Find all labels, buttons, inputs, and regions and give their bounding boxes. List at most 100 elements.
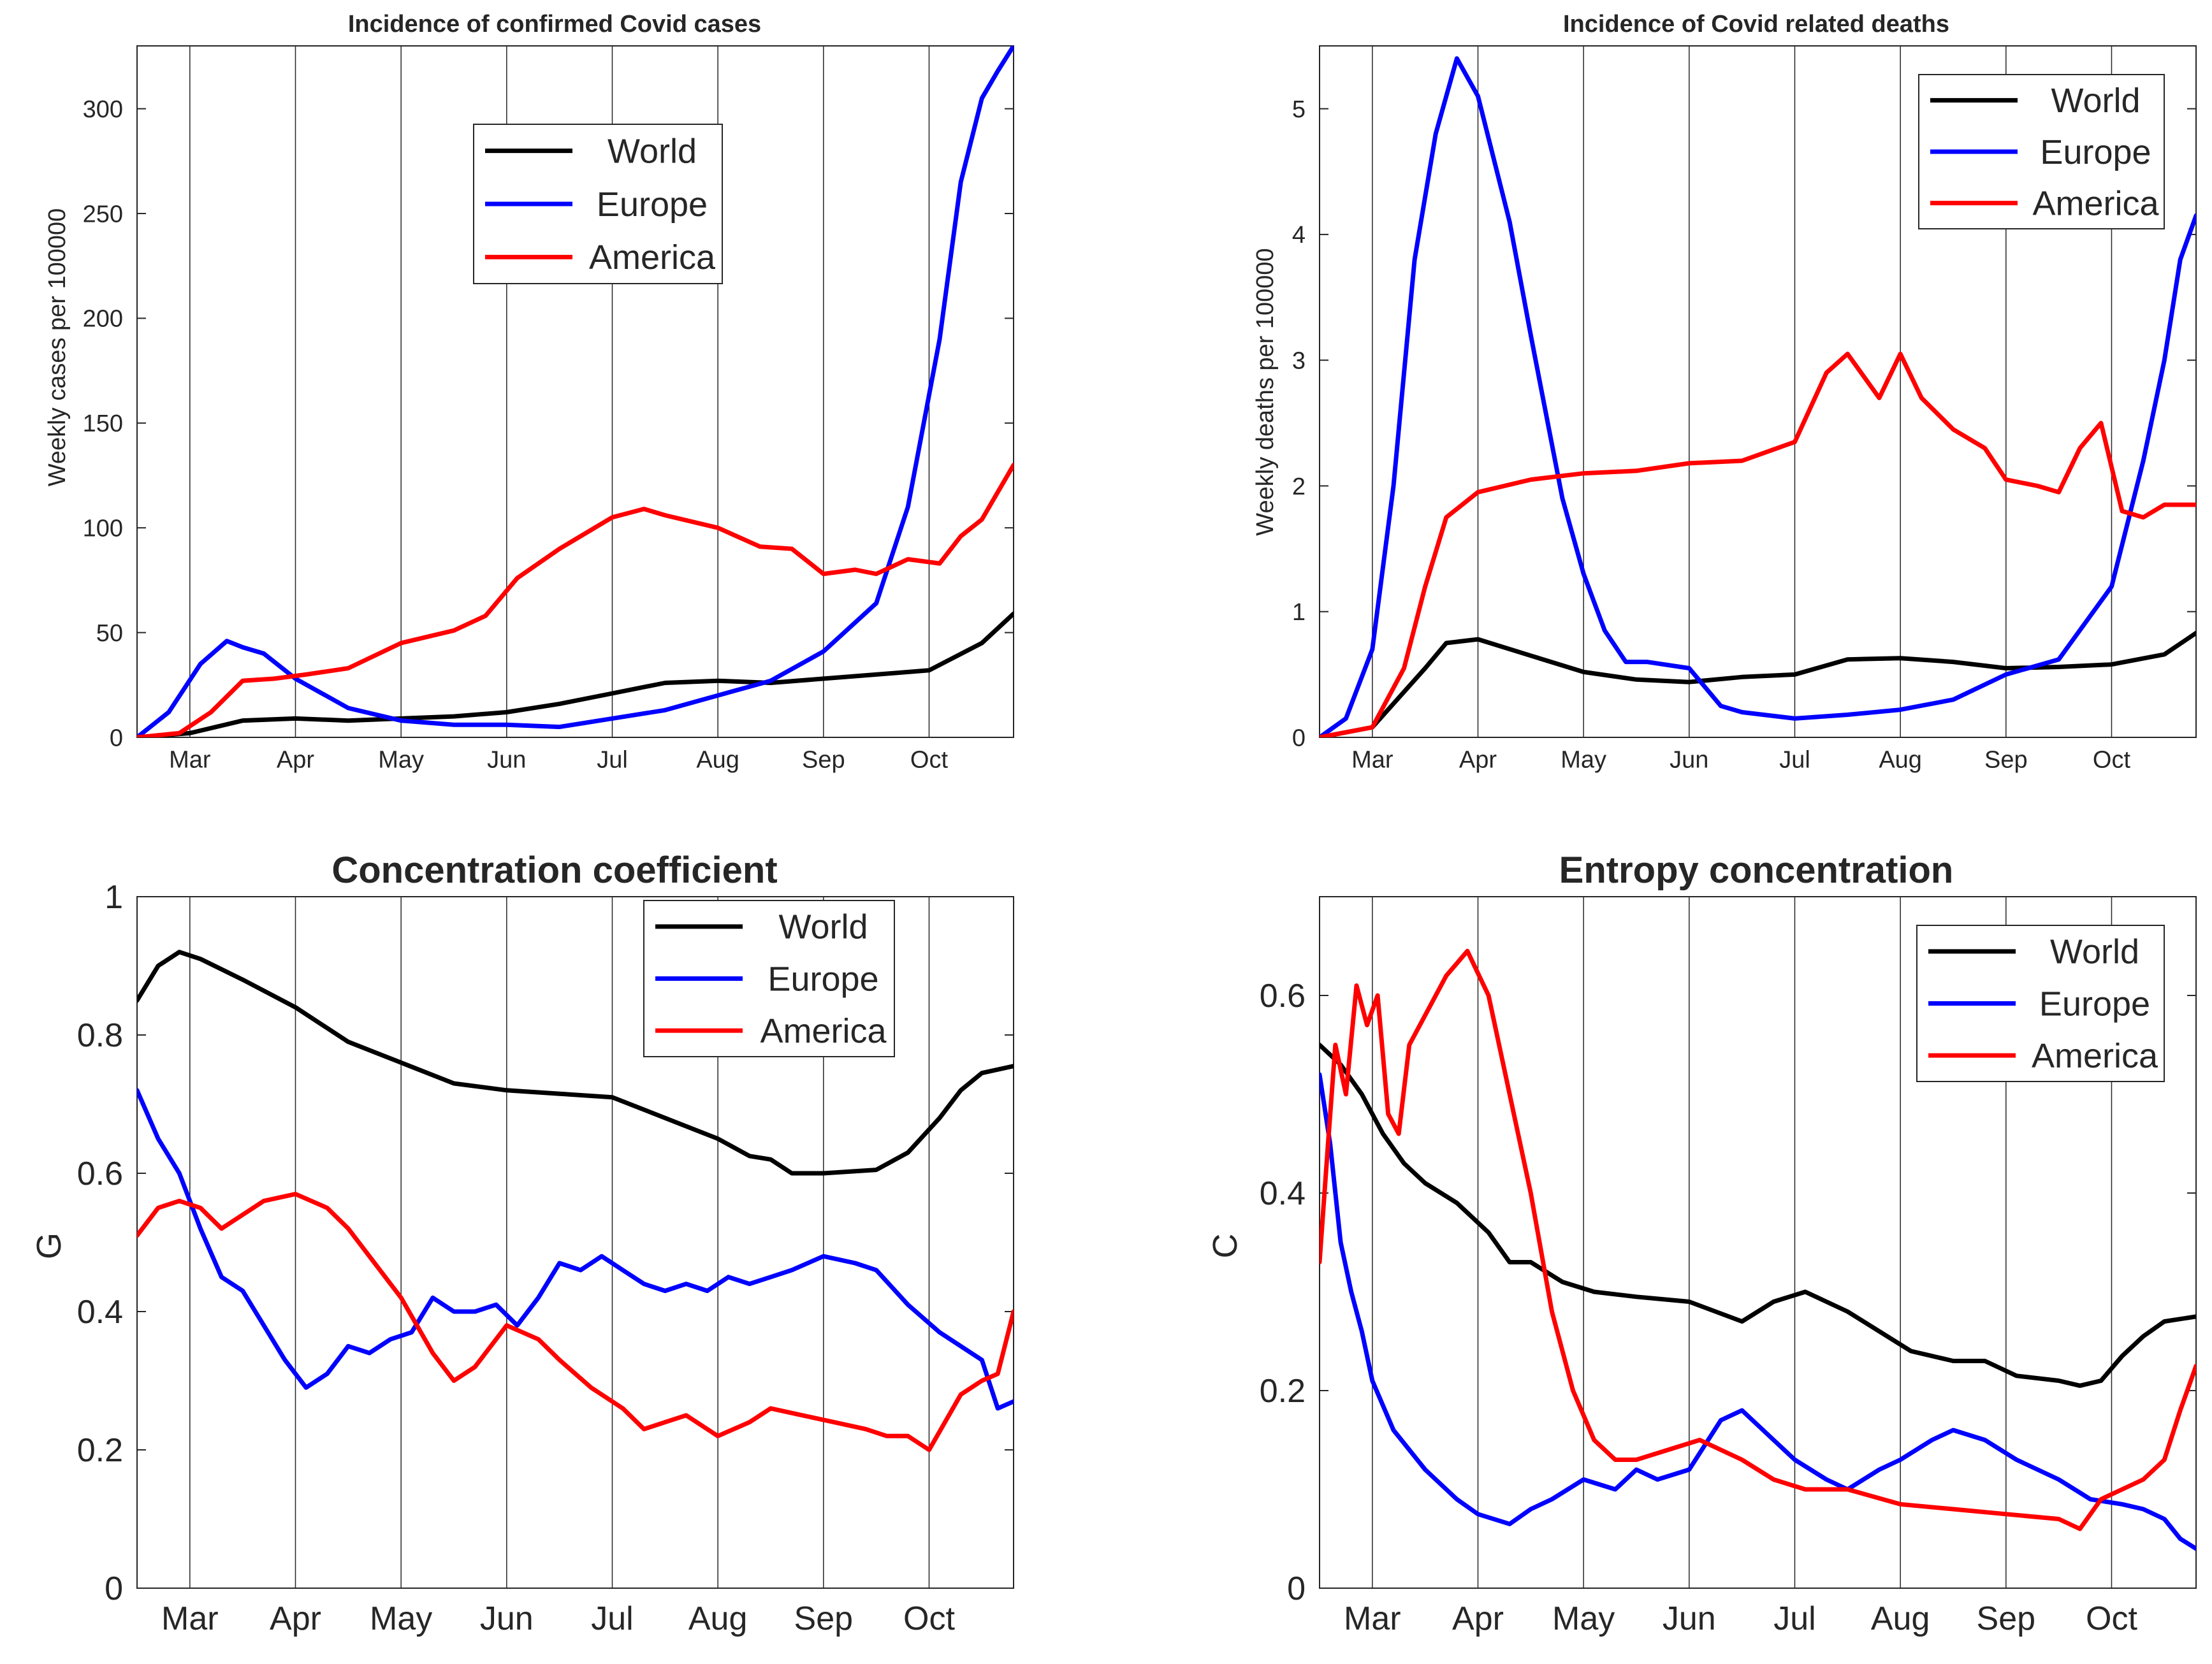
legend: World Europe America xyxy=(643,900,895,1057)
legend-label-america: America xyxy=(760,1012,887,1050)
y-tick-label: 2 xyxy=(1292,474,1306,500)
y-tick-label: 0.6 xyxy=(77,1155,123,1192)
x-tick-label: Jul xyxy=(591,1600,633,1637)
chart-title: Incidence of confirmed Covid cases xyxy=(348,11,761,38)
legend-label-world: World xyxy=(2050,933,2139,971)
plot-area xyxy=(136,896,1014,1589)
y-tick-label: 0 xyxy=(110,725,123,751)
y-tick-label: 300 xyxy=(83,96,123,123)
series-line-america xyxy=(1320,351,2196,737)
series-line-europe xyxy=(1320,1072,2196,1551)
chart-concentration-coefficient: Concentration coefficient G Mar Apr May Jun… xyxy=(30,850,1014,1637)
legend-label-europe: Europe xyxy=(768,960,878,998)
plot-area xyxy=(136,45,1014,738)
x-tick-label: Jul xyxy=(1779,747,1810,774)
x-tick-label: Oct xyxy=(2093,747,2131,774)
chart-title: Incidence of Covid related deaths xyxy=(1563,11,1949,38)
y-tick-label: 0.2 xyxy=(77,1432,123,1469)
y-tick-label: 0.6 xyxy=(1260,978,1306,1015)
y-tick-label: 5 xyxy=(1292,96,1306,123)
x-tick-label: Oct xyxy=(2086,1600,2137,1637)
x-tick-label: May xyxy=(1561,747,1606,774)
x-tick-label: May xyxy=(370,1600,432,1637)
chart-deaths: Incidence of Covid related deaths Weekly… xyxy=(1252,11,2197,774)
legend-label-europe: Europe xyxy=(2039,985,2150,1023)
series-line-europe xyxy=(137,1088,1014,1411)
chart-entropy-concentration: Entropy concentration C Mar Apr May Jun Jul A… xyxy=(1206,850,2197,1637)
x-tick-label: Sep xyxy=(802,747,845,774)
legend-label-america: America xyxy=(2032,1037,2158,1075)
x-tick-label: Jun xyxy=(480,1600,534,1637)
y-tick-label: 50 xyxy=(96,620,123,647)
y-tick-label: 0 xyxy=(105,1570,123,1607)
x-tick-label: Oct xyxy=(903,1600,955,1637)
y-tick-label: 0.8 xyxy=(77,1017,123,1054)
x-tick-label: May xyxy=(1552,1600,1615,1637)
y-tick-label: 250 xyxy=(83,201,123,228)
y-tick-label: 1 xyxy=(105,879,123,916)
x-tick-label: Jun xyxy=(1663,1600,1716,1637)
y-tick-label: 0.4 xyxy=(77,1294,123,1331)
x-tick-label: Aug xyxy=(696,747,739,774)
legend-label-world: World xyxy=(608,133,697,171)
y-tick-label: 0 xyxy=(1292,725,1306,751)
x-tick-label: Jul xyxy=(1773,1600,1815,1637)
legend-label-america: America xyxy=(2032,185,2159,223)
y-axis-label: G xyxy=(30,1233,68,1259)
x-tick-label: Apr xyxy=(270,1600,321,1637)
x-tick-label: Sep xyxy=(794,1600,854,1637)
y-axis-label: Weekly deaths per 100000 xyxy=(1252,248,1279,535)
x-tick-label: Mar xyxy=(169,747,211,774)
x-tick-label: Jul xyxy=(597,747,628,774)
series-line-america xyxy=(1320,948,2196,1531)
legend: World Europe America xyxy=(1916,925,2165,1082)
y-tick-label: 1 xyxy=(1292,599,1306,626)
x-tick-label: Apr xyxy=(1459,747,1497,774)
series-line-europe xyxy=(137,46,1014,737)
y-tick-label: 0.4 xyxy=(1260,1175,1306,1212)
plot-area xyxy=(1319,45,2197,738)
y-tick-label: 200 xyxy=(83,306,123,333)
x-tick-label: Oct xyxy=(910,747,949,774)
x-tick-label: Aug xyxy=(1871,1600,1930,1637)
legend: World Europe America xyxy=(473,124,723,284)
x-tick-label: Aug xyxy=(1879,747,1922,774)
x-tick-label: Sep xyxy=(1984,747,2028,774)
y-axis-label: C xyxy=(1206,1234,1244,1259)
x-tick-label: Apr xyxy=(277,747,314,774)
chart-confirmed-cases: Incidence of confirmed Covid cases Weekl… xyxy=(44,11,1014,774)
series-line-america xyxy=(137,463,1014,737)
x-tick-label: Sep xyxy=(1977,1600,2036,1637)
legend-label-world: World xyxy=(778,908,868,946)
legend-label-europe: Europe xyxy=(597,185,708,224)
x-tick-label: Aug xyxy=(688,1600,748,1637)
y-tick-label: 0 xyxy=(1287,1570,1306,1607)
legend: World Europe America xyxy=(1918,74,2165,229)
legend-label-europe: Europe xyxy=(2040,133,2151,171)
x-tick-label: Jun xyxy=(1670,747,1708,774)
series-line-world xyxy=(1320,630,2196,737)
series-line-world xyxy=(1320,1043,2196,1388)
series-line-world xyxy=(137,611,1014,737)
series-line-america xyxy=(137,1192,1014,1452)
x-tick-label: Mar xyxy=(161,1600,219,1637)
y-axis-label: Weekly cases per 100000 xyxy=(44,208,71,487)
x-tick-label: May xyxy=(378,747,424,774)
x-tick-label: Mar xyxy=(1351,747,1393,774)
legend-label-america: America xyxy=(589,238,716,277)
y-tick-label: 4 xyxy=(1292,222,1306,249)
y-tick-label: 150 xyxy=(83,410,123,437)
y-tick-label: 100 xyxy=(83,516,123,542)
y-tick-label: 0.2 xyxy=(1260,1373,1306,1410)
series-line-world xyxy=(137,950,1014,1176)
series-line-europe xyxy=(1320,56,2196,737)
x-tick-label: Mar xyxy=(1344,1600,1401,1637)
chart-title: Concentration coefficient xyxy=(331,850,777,891)
x-tick-label: Apr xyxy=(1452,1600,1504,1637)
x-tick-label: Jun xyxy=(487,747,526,774)
y-tick-label: 3 xyxy=(1292,347,1306,374)
legend-label-world: World xyxy=(2051,82,2140,120)
chart-title: Entropy concentration xyxy=(1559,850,1954,891)
